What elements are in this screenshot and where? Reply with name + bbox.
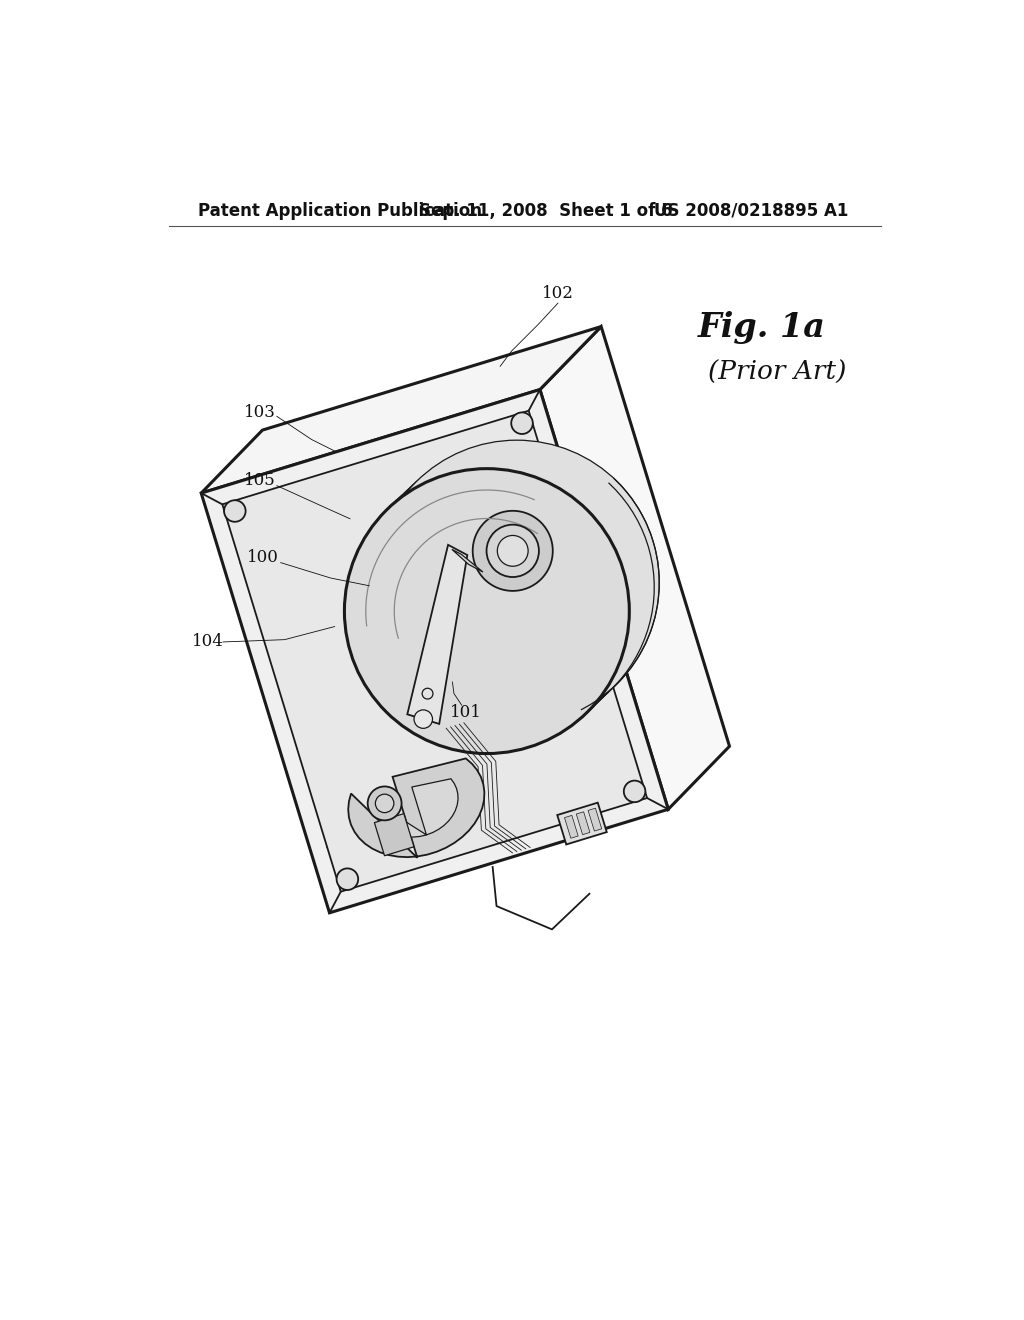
Polygon shape [375,779,458,837]
Circle shape [224,500,246,521]
Text: Sep. 11, 2008  Sheet 1 of 6: Sep. 11, 2008 Sheet 1 of 6 [419,202,673,219]
Circle shape [368,787,401,820]
Text: 104: 104 [191,634,223,651]
Circle shape [473,511,553,591]
Circle shape [344,469,630,754]
Text: 100: 100 [247,549,279,566]
Polygon shape [577,812,590,834]
Circle shape [486,524,539,577]
Circle shape [349,463,634,748]
Circle shape [365,450,649,734]
Polygon shape [408,545,467,723]
Circle shape [354,459,639,744]
Polygon shape [348,759,484,858]
Text: (Prior Art): (Prior Art) [709,360,847,385]
Circle shape [359,454,644,739]
Text: Patent Application Publication: Patent Application Publication [199,202,482,219]
Polygon shape [222,411,647,892]
Circle shape [376,795,394,813]
Polygon shape [201,326,601,494]
Text: 105: 105 [244,471,275,488]
Text: 101: 101 [450,705,481,721]
Circle shape [375,440,659,725]
Text: US 2008/0218895 A1: US 2008/0218895 A1 [654,202,849,219]
Polygon shape [588,808,602,832]
Circle shape [370,445,654,730]
Polygon shape [452,549,483,572]
Circle shape [414,710,432,729]
Circle shape [511,412,532,434]
Polygon shape [564,816,579,838]
Polygon shape [201,389,669,913]
Polygon shape [540,326,729,809]
Polygon shape [557,803,607,845]
Circle shape [498,536,528,566]
Circle shape [337,869,358,890]
Text: 102: 102 [542,285,573,302]
Polygon shape [375,813,414,855]
Text: Fig. 1a: Fig. 1a [698,312,826,345]
Circle shape [624,780,645,803]
Text: 103: 103 [244,404,275,421]
